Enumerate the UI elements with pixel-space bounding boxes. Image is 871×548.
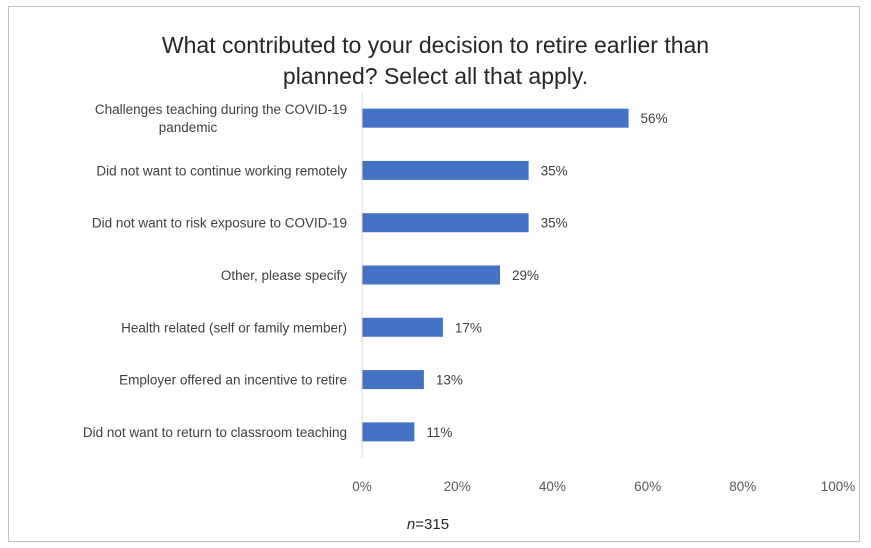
x-tick-label: 100% [821, 479, 856, 494]
data-label: 35% [541, 216, 568, 231]
data-label: 11% [426, 425, 452, 440]
chart-title-line-1: What contributed to your decision to ret… [161, 32, 710, 58]
bar [362, 317, 443, 337]
category-label: Employer offered an incentive to retire [119, 373, 347, 388]
data-label: 13% [436, 373, 463, 388]
data-label: 17% [455, 320, 482, 335]
category-label: Did not want to risk exposure to COVID-1… [92, 216, 347, 231]
data-label: 29% [512, 268, 539, 283]
category-label: Health related (self or family member) [121, 320, 347, 335]
bar [362, 108, 629, 128]
bar [362, 422, 415, 442]
x-tick-label: 20% [444, 479, 471, 494]
chart-title-line-2: planned? Select all that apply. [282, 63, 589, 89]
bar [362, 213, 529, 233]
chart-title: What contributed to your decision to ret… [0, 30, 871, 92]
category-label: pandemic [159, 120, 218, 135]
x-tick-label: 60% [634, 479, 661, 494]
bar [362, 265, 501, 285]
category-label: Other, please specify [221, 268, 347, 283]
x-tick-label: 40% [539, 479, 566, 494]
data-label: 56% [641, 111, 668, 126]
sample-size-note: n=315 [388, 516, 468, 533]
bar [362, 370, 424, 390]
sample-size-n: n [406, 516, 416, 533]
category-label: Challenges teaching during the COVID-19 [95, 102, 347, 117]
category-label: Did not want to continue working remotel… [96, 163, 347, 178]
bar [362, 160, 529, 180]
sample-size-value: =315 [415, 516, 450, 533]
data-label: 35% [541, 163, 568, 178]
category-label: Did not want to return to classroom teac… [83, 425, 347, 440]
x-tick-label: 80% [729, 479, 756, 494]
x-tick-label: 0% [352, 479, 372, 494]
